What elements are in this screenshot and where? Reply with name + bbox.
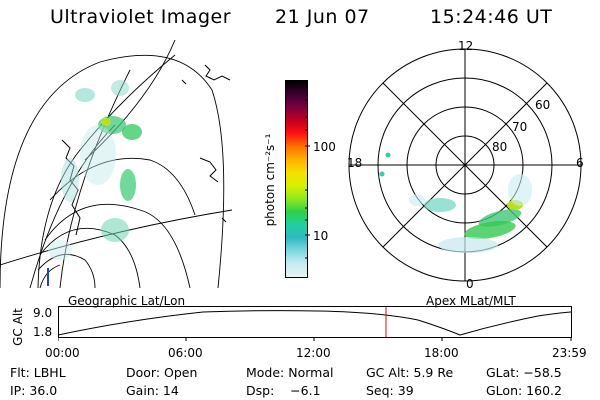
mlt-label-12: 12	[458, 39, 474, 53]
coastline	[199, 157, 219, 183]
grid-line	[84, 40, 176, 161]
aurora-emission	[48, 80, 142, 260]
observation-time: 15:24:46 UT	[430, 6, 553, 28]
sequence-number: Seq: 39	[366, 383, 414, 398]
observation-date: 21 Jun 07	[275, 6, 370, 28]
alt-tick-9: 9.0	[33, 306, 53, 320]
color-scale-bar	[285, 80, 308, 278]
mlt-label-6: 6	[576, 156, 584, 170]
grid-line	[37, 54, 176, 288]
filter-status: Flt: LBHL	[10, 365, 66, 380]
altitude-trace-panel	[58, 306, 572, 341]
gc-altitude: GC Alt: 5.9 Re	[366, 365, 454, 380]
geo-latitude: GLat: −58.5	[486, 365, 562, 380]
mode-status: Mode: Normal	[246, 365, 334, 380]
earth-limb	[0, 54, 225, 288]
lat-label-60: 60	[535, 98, 551, 112]
polar-mlat-mlt-plot	[348, 48, 582, 282]
mlt-label-18: 18	[347, 156, 363, 170]
coastline	[181, 79, 187, 85]
geo-coord-label: Geographic Lat/Lon	[68, 294, 186, 308]
door-status: Door: Open	[126, 365, 198, 380]
lat-label-80: 80	[492, 140, 508, 154]
time-tick-0600: 06:00	[168, 346, 203, 360]
dsp-status: Dsp: −6.1	[246, 383, 321, 398]
color-tick-10: 10	[313, 229, 329, 243]
instrument-name: Ultraviolet Imager	[50, 6, 232, 28]
grid-line	[59, 69, 131, 288]
geo-longitude: GLon: 160.2	[486, 383, 562, 398]
time-tick-2359: 23:59	[552, 346, 587, 360]
altitude-axis-label: GC Alt	[11, 308, 25, 346]
gain-status: Gain: 14	[126, 383, 179, 398]
grid-line	[39, 264, 61, 288]
color-scale-ticks	[305, 99, 310, 259]
ip-status: IP: 36.0	[10, 383, 58, 398]
alt-tick-1-8: 1.8	[33, 325, 53, 339]
coastline	[221, 217, 227, 223]
time-tick-1200: 12:00	[296, 346, 331, 360]
time-tick-1800: 18:00	[424, 346, 459, 360]
grid-line	[44, 203, 191, 288]
mlt-label-0: 0	[466, 277, 474, 291]
color-tick-100: 100	[313, 140, 336, 154]
time-tick-0000: 00:00	[45, 346, 80, 360]
color-scale-unit: photon cm⁻²s⁻¹	[263, 133, 277, 227]
lat-label-70: 70	[512, 120, 528, 134]
panel-frame	[58, 306, 572, 338]
coastline	[204, 64, 231, 81]
grid-line	[37, 253, 96, 288]
mlt-line-diagonal	[382, 82, 548, 248]
altitude-trace	[58, 310, 572, 336]
geographic-map	[0, 40, 232, 288]
apex-coord-label: Apex MLat/MLT	[426, 294, 516, 308]
polar-aurora-emission	[379, 152, 532, 253]
